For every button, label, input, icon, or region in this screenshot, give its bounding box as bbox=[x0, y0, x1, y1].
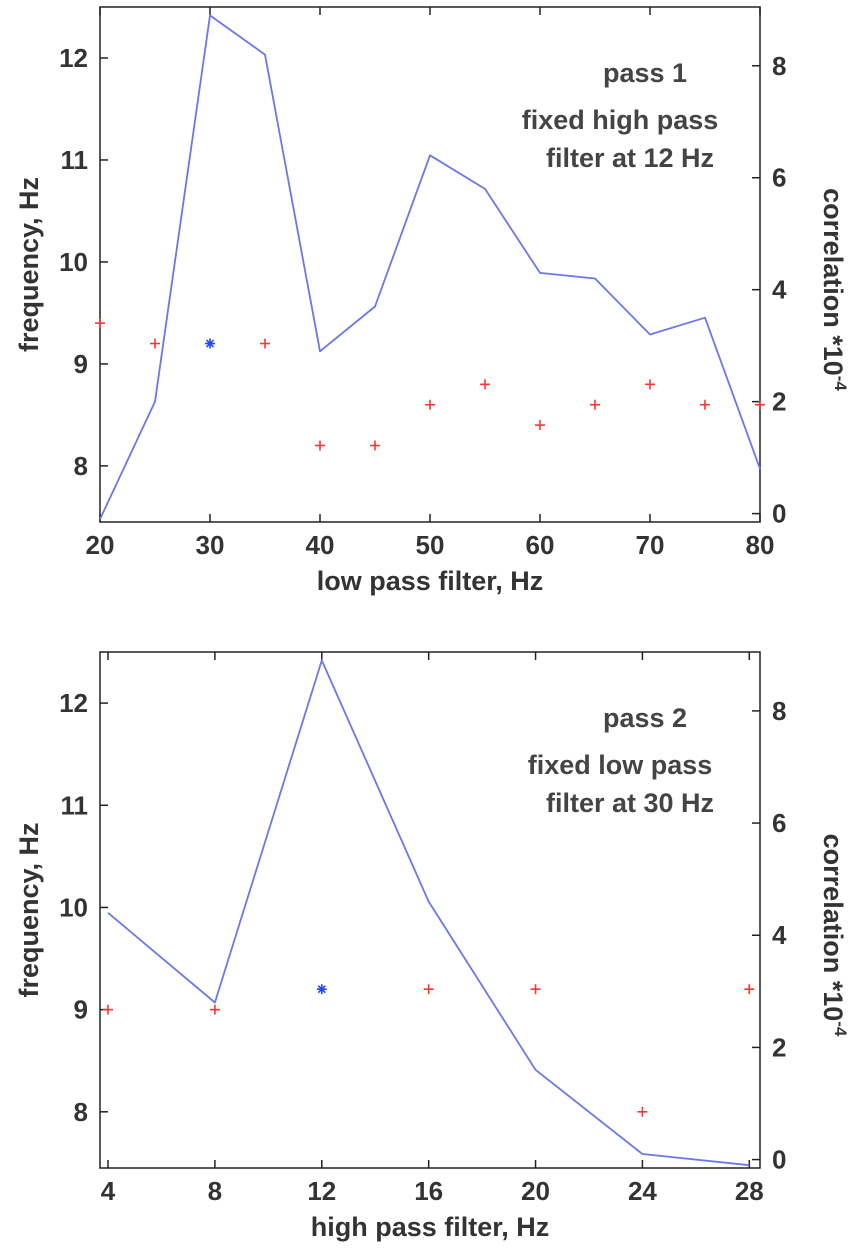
ticks bbox=[99, 7, 761, 522]
tick-labels: 20 30 40 50 60 70 80 8 9 10 11 12 0 2 4 6 8 bbox=[59, 43, 787, 560]
x-tick-label: 28 bbox=[735, 1176, 764, 1206]
right-y-axis-label-exponent: -4 bbox=[831, 1021, 850, 1037]
y-tick-label: 10 bbox=[59, 247, 88, 277]
selected-point-marker bbox=[205, 338, 215, 349]
x-tick-label: 20 bbox=[521, 1176, 550, 1206]
right-y-axis-label-text: correlation *10 bbox=[818, 834, 848, 1022]
x-tick-label: 20 bbox=[86, 530, 115, 560]
right-y-tick-label: 6 bbox=[772, 163, 786, 193]
annotation-line-1: fixed low pass bbox=[528, 750, 713, 780]
right-y-tick-label: 0 bbox=[772, 1145, 786, 1175]
right-y-axis-label: correlation *10-4 bbox=[818, 834, 850, 1037]
x-tick-label: 24 bbox=[628, 1176, 657, 1206]
y-tick-label: 12 bbox=[59, 43, 88, 73]
x-tick-label: 70 bbox=[636, 530, 665, 560]
y-tick-label: 11 bbox=[61, 145, 89, 175]
frequency-point-marker bbox=[700, 399, 710, 410]
x-tick-label: 60 bbox=[526, 530, 555, 560]
right-y-tick-label: 6 bbox=[772, 808, 786, 838]
plot-frame bbox=[99, 651, 761, 1169]
y-tick-label: 12 bbox=[59, 688, 88, 718]
right-y-axis-label-text: correlation *10 bbox=[818, 188, 848, 376]
x-axis-label: high pass filter, Hz bbox=[311, 1212, 550, 1242]
frequency-point-marker bbox=[744, 984, 755, 995]
x-tick-label: 16 bbox=[414, 1176, 443, 1206]
frequency-point-marker bbox=[260, 338, 270, 349]
frequency-point-marker bbox=[150, 338, 160, 349]
right-y-tick-label: 4 bbox=[772, 275, 787, 305]
frequency-point-marker bbox=[425, 399, 435, 410]
frequency-point-marker bbox=[315, 440, 325, 451]
series-layer bbox=[95, 14, 765, 520]
frequency-point-marker bbox=[590, 399, 600, 410]
frequency-point-marker bbox=[103, 1004, 114, 1015]
frequency-point-marker bbox=[755, 399, 765, 410]
frequency-point-marker bbox=[480, 379, 490, 390]
right-y-tick-label: 2 bbox=[772, 1032, 786, 1062]
y-tick-label: 11 bbox=[61, 790, 89, 820]
x-tick-label: 80 bbox=[746, 530, 775, 560]
right-y-axis-label: correlation *10-4 bbox=[818, 188, 850, 391]
x-tick-label: 50 bbox=[416, 530, 445, 560]
x-axis-label: low pass filter, Hz bbox=[317, 566, 544, 596]
y-tick-label: 9 bbox=[74, 349, 88, 379]
annotation-pass: pass 2 bbox=[603, 703, 687, 733]
right-y-axis-label-exponent: -4 bbox=[831, 376, 850, 392]
y-tick-label: 8 bbox=[74, 1097, 88, 1127]
y-axis-label: frequency, Hz bbox=[14, 822, 44, 997]
y-tick-label: 9 bbox=[74, 995, 88, 1025]
annotation-line-2: filter at 12 Hz bbox=[546, 143, 714, 173]
chart-panel-pass-1: 20 30 40 50 60 70 80 8 9 10 11 12 0 2 4 6 8 low pass fil… bbox=[14, 6, 850, 596]
x-tick-label: 4 bbox=[101, 1176, 116, 1206]
y-tick-label: 10 bbox=[59, 892, 88, 922]
annotation-pass: pass 1 bbox=[603, 58, 687, 88]
right-y-tick-label: 0 bbox=[772, 499, 786, 529]
frequency-point-marker bbox=[535, 420, 545, 431]
right-y-tick-label: 8 bbox=[772, 51, 786, 81]
x-tick-label: 30 bbox=[196, 530, 225, 560]
frequency-point-marker bbox=[209, 1004, 220, 1015]
marker-stroke bbox=[317, 985, 326, 994]
right-y-tick-label: 2 bbox=[772, 387, 786, 417]
x-tick-label: 8 bbox=[208, 1176, 222, 1206]
annotation-line-1: fixed high pass bbox=[522, 105, 719, 135]
frequency-point-marker bbox=[530, 984, 541, 995]
frequency-point-marker bbox=[95, 318, 105, 329]
frequency-point-marker bbox=[637, 1106, 648, 1117]
right-y-tick-label: 4 bbox=[772, 920, 787, 950]
correlation-line bbox=[107, 659, 750, 1167]
frequency-point-marker bbox=[370, 440, 380, 451]
x-tick-label: 12 bbox=[307, 1176, 336, 1206]
correlation-line bbox=[99, 14, 761, 520]
frequency-point-marker bbox=[645, 379, 655, 390]
marker-stroke bbox=[205, 339, 215, 348]
right-y-tick-label: 8 bbox=[772, 696, 786, 726]
selected-point-marker bbox=[316, 984, 327, 995]
x-tick-label: 40 bbox=[306, 530, 335, 560]
annotation-line-2: filter at 30 Hz bbox=[546, 788, 714, 818]
frequency-point-marker bbox=[423, 984, 434, 995]
y-axis-label: frequency, Hz bbox=[14, 177, 44, 352]
y-tick-label: 8 bbox=[74, 451, 88, 481]
series-layer bbox=[103, 659, 755, 1167]
